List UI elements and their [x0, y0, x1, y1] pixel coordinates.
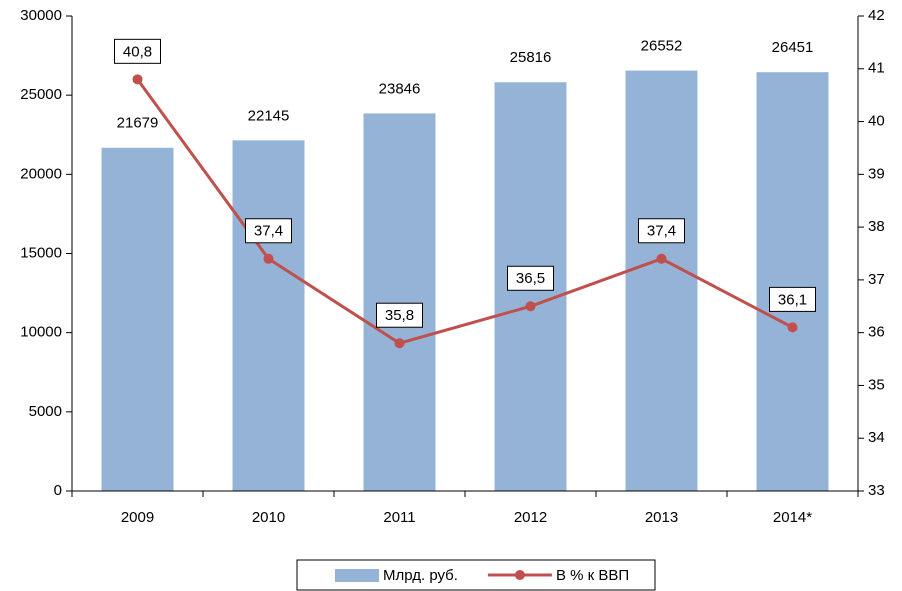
- label-box: [507, 265, 554, 291]
- x-tick-label: 2014*: [773, 509, 812, 526]
- legend-swatch: [335, 569, 379, 582]
- label-box: [245, 218, 292, 244]
- line-value-label: 35,8: [385, 307, 414, 324]
- bar: [756, 72, 829, 491]
- bar-value-label: 22145: [248, 107, 290, 124]
- y-tick-label: 0: [54, 482, 62, 499]
- bar-value-label: 26451: [772, 39, 814, 56]
- y2-tick-label: 37: [868, 271, 885, 288]
- line-value-label: 37,4: [254, 223, 283, 240]
- y-tick-label: 10000: [20, 324, 62, 341]
- bar: [363, 113, 436, 492]
- legend-label: Млрд. руб.: [383, 567, 458, 584]
- line-marker: [787, 322, 798, 333]
- label-box: [114, 38, 161, 64]
- x-tick-label: 2010: [252, 509, 285, 526]
- y2-tick-label: 42: [868, 7, 885, 24]
- label-box: [638, 218, 685, 244]
- label-box: [769, 286, 816, 312]
- line-marker: [263, 253, 274, 264]
- y-tick-label: 25000: [20, 86, 62, 103]
- legend-marker: [514, 570, 525, 580]
- bar: [625, 70, 698, 492]
- line-marker: [656, 253, 667, 264]
- label-box: [376, 302, 423, 328]
- bar-value-label: 23846: [379, 80, 421, 97]
- y2-tick-label: 33: [868, 482, 885, 499]
- y2-tick-label: 39: [868, 165, 885, 182]
- y2-tick-label: 36: [868, 324, 885, 341]
- y2-tick-label: 38: [868, 218, 885, 235]
- bar-value-label: 21679: [117, 115, 159, 132]
- x-tick-label: 2009: [121, 509, 154, 526]
- y2-tick-label: 40: [868, 113, 885, 130]
- line-value-label: 36,5: [516, 270, 545, 287]
- y-tick-label: 20000: [20, 165, 62, 182]
- bar-value-label: 25816: [510, 49, 552, 66]
- y2-tick-label: 41: [868, 60, 885, 77]
- x-tick-label: 2011: [383, 509, 415, 526]
- line-marker: [132, 74, 143, 85]
- x-tick-label: 2012: [514, 509, 547, 526]
- bar: [232, 140, 305, 491]
- y-tick-label: 30000: [20, 7, 62, 24]
- y-tick-label: 15000: [20, 244, 62, 261]
- x-tick-label: 2013: [645, 509, 678, 526]
- y2-tick-label: 34: [868, 429, 885, 446]
- bar: [101, 147, 174, 492]
- y-tick-label: 5000: [29, 403, 62, 420]
- legend-label: В % к ВВП: [556, 567, 629, 584]
- line-value-label: 36,1: [778, 291, 807, 308]
- line-value-label: 37,4: [647, 223, 676, 240]
- y2-tick-label: 35: [868, 376, 885, 393]
- bar-value-label: 26552: [641, 38, 683, 55]
- line-marker: [525, 301, 536, 312]
- line-marker: [394, 338, 405, 349]
- line-value-label: 40,8: [123, 43, 152, 60]
